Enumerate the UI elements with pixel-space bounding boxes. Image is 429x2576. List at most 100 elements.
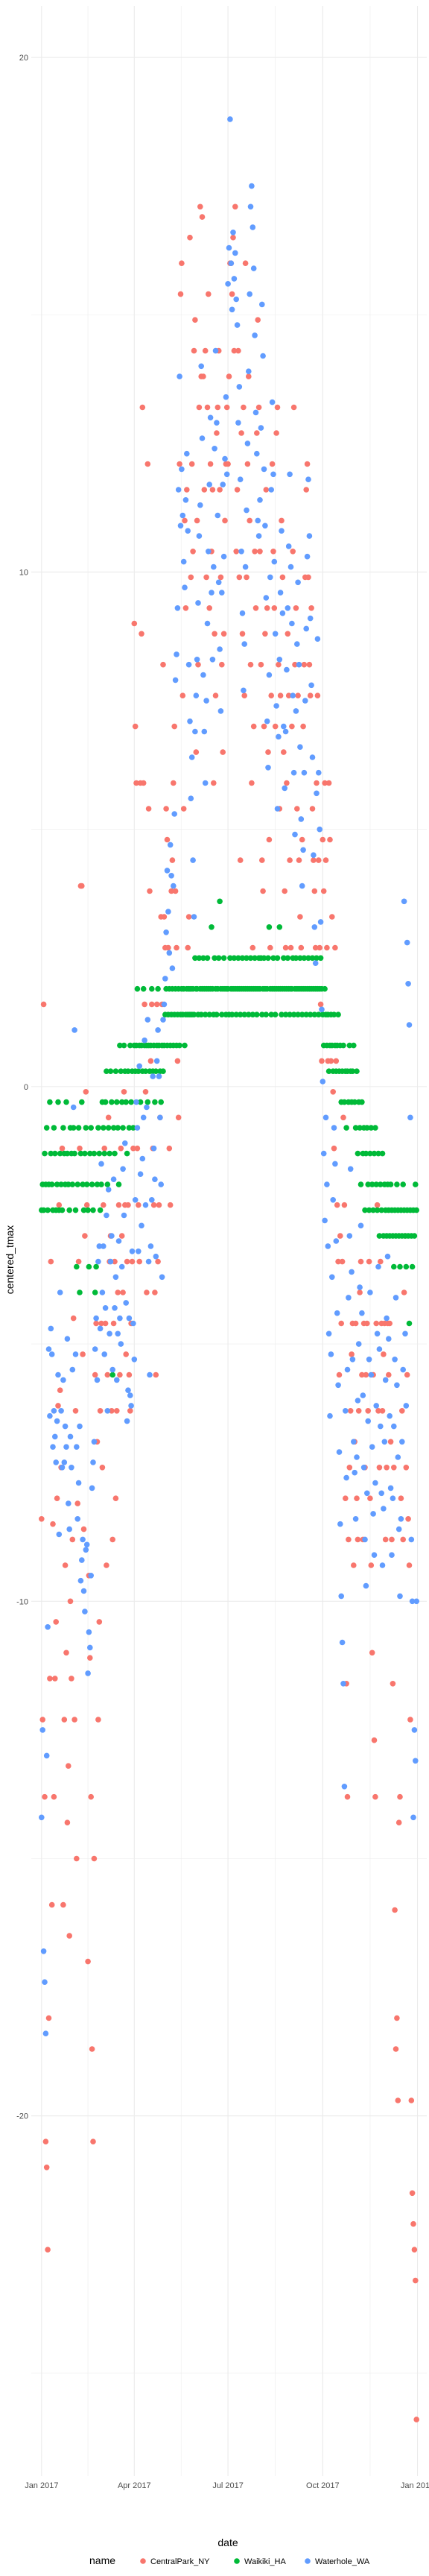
data-point	[109, 1372, 115, 1378]
data-point	[275, 806, 281, 812]
data-point	[197, 405, 203, 411]
data-point	[52, 1434, 58, 1440]
data-point	[232, 204, 238, 210]
data-point	[249, 780, 255, 786]
data-point	[43, 2138, 49, 2144]
data-point	[168, 873, 174, 879]
data-point	[399, 1408, 405, 1414]
data-point	[401, 899, 407, 905]
data-point	[258, 425, 264, 431]
data-point	[77, 1424, 83, 1430]
data-point	[283, 729, 289, 735]
x-tick-label: Jan 2017	[25, 2481, 58, 2490]
data-point	[128, 1099, 134, 1105]
data-point	[80, 1537, 86, 1543]
data-point	[305, 554, 311, 560]
data-point	[66, 1527, 72, 1532]
data-point	[123, 1300, 129, 1306]
data-point	[70, 1181, 76, 1187]
data-point	[206, 605, 212, 611]
data-point	[105, 1372, 111, 1378]
data-point	[155, 986, 161, 992]
data-point	[74, 1500, 80, 1506]
data-point	[384, 1316, 390, 1322]
data-point	[264, 1011, 270, 1017]
data-point	[334, 1310, 340, 1316]
data-point	[144, 1105, 150, 1111]
data-point	[240, 610, 246, 616]
data-point	[125, 1202, 131, 1208]
data-point	[65, 1819, 71, 1825]
data-point	[270, 461, 276, 467]
data-point	[44, 2165, 50, 2171]
data-point	[288, 564, 294, 570]
data-point	[232, 276, 238, 282]
data-point	[184, 451, 190, 457]
data-point	[176, 1115, 182, 1121]
data-point	[86, 1629, 92, 1635]
data-point	[68, 1434, 74, 1440]
data-point	[407, 1562, 413, 1568]
data-point	[178, 291, 184, 297]
data-point	[106, 1187, 112, 1193]
data-point	[311, 857, 317, 863]
data-point	[48, 1326, 54, 1332]
data-point	[357, 1284, 363, 1290]
data-point	[86, 1264, 92, 1270]
data-point	[285, 956, 291, 962]
data-point	[83, 1089, 89, 1095]
data-point	[167, 950, 173, 956]
data-point	[41, 1948, 47, 1954]
data-point	[82, 1233, 88, 1239]
data-point	[171, 724, 177, 730]
data-point	[155, 1027, 161, 1033]
data-point	[95, 1377, 101, 1383]
data-point	[253, 410, 259, 416]
legend-label: Waikiki_HA	[244, 2557, 286, 2566]
y-tick-label: -10	[16, 1597, 28, 1606]
x-tick-label: Jul 2017	[212, 2481, 244, 2490]
data-point	[194, 518, 200, 524]
data-point	[222, 456, 228, 462]
data-point	[357, 1289, 363, 1295]
data-point	[42, 1794, 48, 1800]
data-point	[312, 888, 318, 894]
data-point	[308, 605, 314, 611]
data-point	[248, 204, 254, 210]
data-point	[60, 1902, 66, 1908]
data-point	[314, 791, 320, 797]
data-point	[308, 616, 314, 622]
data-point	[179, 260, 185, 266]
data-point	[139, 631, 144, 637]
data-point	[318, 956, 324, 962]
data-point	[114, 1099, 120, 1105]
data-point	[400, 1537, 406, 1543]
data-point	[413, 2416, 419, 2422]
data-point	[183, 605, 189, 611]
data-point	[89, 1486, 95, 1491]
data-point	[214, 430, 220, 436]
data-point	[60, 1125, 66, 1131]
data-point	[254, 430, 260, 436]
data-point	[289, 724, 295, 730]
data-point	[103, 1305, 109, 1311]
data-point	[124, 1151, 130, 1157]
data-point	[217, 899, 223, 905]
data-point	[365, 1408, 371, 1414]
data-point	[384, 1465, 390, 1471]
data-point	[63, 1424, 69, 1430]
data-point	[268, 487, 274, 493]
data-point	[380, 1562, 386, 1568]
data-point	[413, 1599, 419, 1605]
data-point	[337, 1372, 343, 1378]
data-point	[143, 1202, 149, 1208]
data-point	[241, 692, 247, 698]
data-point	[136, 1248, 142, 1254]
data-point	[387, 1321, 393, 1327]
data-point	[326, 780, 332, 786]
data-point	[108, 1259, 114, 1265]
data-point	[335, 1383, 341, 1389]
data-point	[345, 1794, 351, 1800]
data-point	[334, 1058, 340, 1064]
data-point	[349, 1269, 355, 1275]
